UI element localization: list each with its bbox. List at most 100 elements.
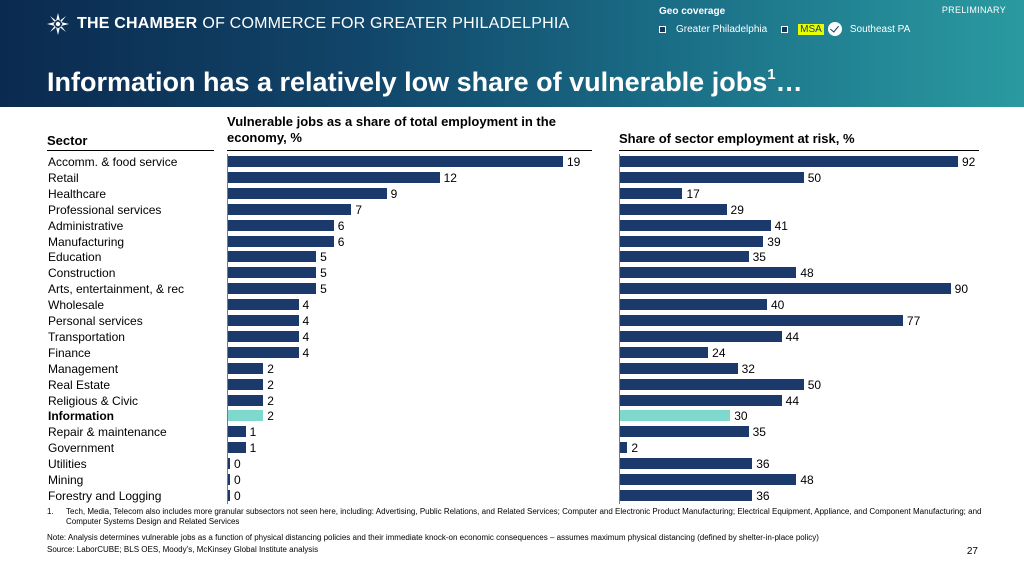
bar [228,283,317,295]
sector-label: Healthcare [48,186,107,201]
value-label: 7 [355,202,363,217]
bar [620,330,782,342]
value-label: 44 [785,329,799,344]
value-label: 0 [234,473,241,487]
sector-at-risk-column-header: Share of sector employment at risk, % [619,131,855,146]
sector-label: Transportation [48,329,125,344]
bar [228,474,230,485]
value-label: 9 [390,186,398,201]
bar [620,410,731,422]
header-rule-right [619,150,979,151]
bar [228,394,264,406]
bar [620,219,771,231]
value-label: 36 [756,488,770,503]
bar [228,187,387,199]
value-label: 19 [567,155,581,169]
star-burst-icon [47,13,69,35]
sector-label: Utilities [48,457,87,472]
bar [228,410,264,422]
value-label: 17 [686,186,700,201]
bar [228,346,299,358]
bar [620,378,804,390]
geo-option-msa[interactable]: MSA [781,22,850,36]
sector-label: Accomm. & food service [48,155,178,169]
value-label: 29 [730,202,744,217]
value-label: 2 [267,377,274,392]
value-label: 36 [756,457,770,472]
value-label: 35 [752,250,766,265]
value-label: 4 [302,329,310,344]
bar [228,203,352,215]
title-text: Information has a relatively low share o… [47,67,768,97]
value-label: 90 [954,282,968,297]
bar [620,394,782,406]
org-name-rest: OF COMMERCE FOR GREATER PHILADELPHIA [202,15,570,32]
bar [228,489,230,501]
bar [620,187,683,199]
bar [620,203,727,215]
sector-label: Management [48,361,119,376]
value-label: 50 [807,377,822,392]
geo-option-label: Southeast PA [849,23,911,35]
geo-option-label: Greater Philadelphia [676,23,768,35]
value-label: 77 [906,314,921,328]
geo-option-label: MSA [798,23,824,35]
geo-option-greater-philadelphia[interactable]: Greater Philadelphia [659,24,767,35]
analysis-note: Note: Analysis determines vulnerable job… [47,533,819,542]
value-label: 2 [267,393,274,408]
value-label: 40 [770,298,785,313]
bar [620,362,738,374]
sector-label: Wholesale [48,298,105,313]
value-label: 6 [337,218,345,233]
bar [620,346,709,358]
sector-label: Administrative [48,218,124,233]
sector-label: Construction [48,266,116,281]
geo-coverage-title: Geo coverage [659,6,726,17]
geo-option-southeast-pa[interactable]: Southeast PA [850,24,910,35]
value-label: 35 [752,425,766,440]
value-label: 0 [234,457,241,472]
bar [228,251,317,263]
header-band: THE CHAMBER OF COMMERCE FOR GREATER PHIL… [0,0,1024,107]
sector-label: Manufacturing [48,234,125,249]
value-label: 5 [320,266,327,281]
value-label: 5 [320,282,327,297]
footnote: 1. Tech, Media, Telecom also includes mo… [47,507,987,527]
sector-label: Information [48,409,114,424]
bar [620,489,753,501]
title-ellipsis: … [775,67,803,97]
value-label: 4 [302,298,310,313]
title-footnote-mark: 1 [767,66,776,83]
bar [620,156,958,167]
value-label: 2 [631,441,639,456]
bar [228,171,440,183]
bar [620,442,628,454]
vulnerable-share-column-header: Vulnerable jobs as a share of total empl… [227,114,556,145]
check-circle-icon [827,22,842,36]
bar [228,362,264,374]
bar [620,251,749,263]
sector-label: Professional services [48,202,162,217]
value-label: 2 [267,409,274,424]
sector-label: Repair & maintenance [48,425,167,440]
value-label: 48 [800,473,814,487]
geo-coverage-selector: Geo coverage Greater Philadelphia MSA So… [659,6,924,36]
sector-label: Personal services [48,314,143,328]
bar [228,299,299,311]
value-label: 39 [767,234,781,249]
bar [228,426,246,438]
sector-column-header: Sector [47,133,88,148]
footnote-text: Tech, Media, Telecom also includes more … [66,507,982,526]
value-label: 44 [785,393,799,408]
checkbox-icon [781,25,789,33]
value-label: 2 [267,361,274,376]
bar [228,458,230,470]
org-name-bold: THE CHAMBER [77,15,198,32]
value-label: 24 [712,345,726,360]
bar [620,474,797,485]
value-label: 30 [734,409,748,424]
sector-label: Arts, entertainment, & rec [48,282,185,297]
value-label: 6 [337,234,345,249]
value-label: 92 [962,155,976,169]
